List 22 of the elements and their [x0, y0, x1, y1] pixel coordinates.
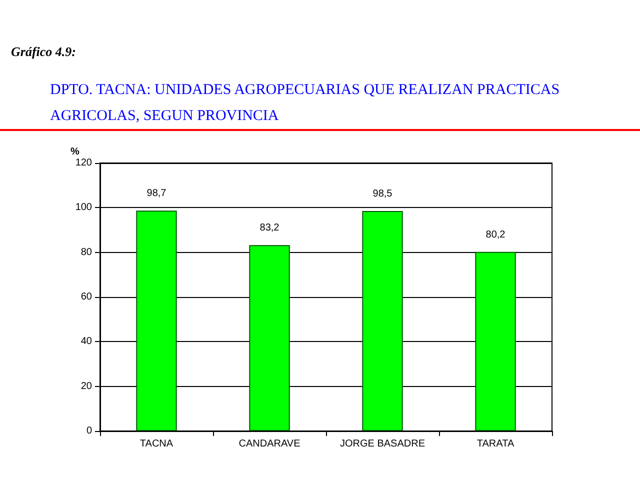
- x-tick-label: CANDARAVE: [238, 438, 301, 450]
- chart-subtitle: DPTO. TACNA: UNIDADES AGROPECUARIAS QUE REALIZAN PRACTICAS AGRICOLAS, SEGUN PROVINCIA: [50, 82, 564, 124]
- x-tick-label: TARATA: [476, 438, 514, 450]
- y-tick-label: 100: [75, 202, 92, 214]
- y-tick-label: 80: [80, 246, 92, 258]
- data-label: 83,2: [260, 222, 280, 234]
- y-tick-label: 0: [86, 426, 92, 436]
- y-tick-label: 120: [75, 158, 92, 168]
- bar: [362, 211, 403, 431]
- x-tick-label: JORGE BASADRE: [340, 438, 426, 450]
- y-tick-label: 40: [80, 336, 92, 348]
- y-tick-label: 20: [80, 380, 92, 392]
- y-tick-label: 60: [80, 292, 92, 302]
- bar: [475, 252, 516, 431]
- y-axis-title: %: [70, 146, 80, 158]
- data-label: 98,5: [372, 188, 393, 200]
- chart-title: Gráfico 4.9:: [11, 44, 76, 59]
- data-label: 98,7: [146, 188, 167, 200]
- bar: [249, 245, 290, 431]
- x-tick-label: TACNA: [140, 438, 174, 450]
- data-label: 80,2: [486, 229, 506, 240]
- bar: [136, 210, 177, 431]
